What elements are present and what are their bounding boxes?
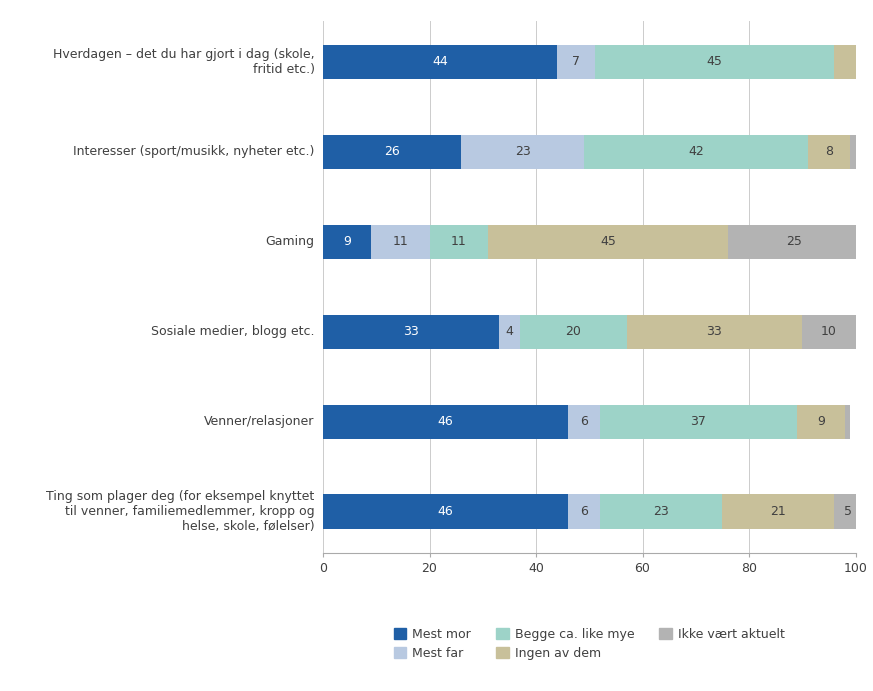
Bar: [488, 225, 728, 259]
Bar: [728, 225, 861, 259]
Bar: [835, 45, 873, 79]
Text: 42: 42: [688, 145, 704, 158]
Text: 25: 25: [787, 236, 802, 248]
Bar: [323, 404, 568, 439]
Bar: [371, 225, 430, 259]
Bar: [462, 135, 584, 169]
Text: 9: 9: [817, 415, 825, 428]
Text: 23: 23: [515, 145, 531, 158]
Bar: [850, 135, 856, 169]
Bar: [323, 225, 371, 259]
Bar: [557, 45, 595, 79]
Text: 9: 9: [343, 236, 351, 248]
Text: 33: 33: [403, 325, 419, 338]
Bar: [808, 135, 850, 169]
Bar: [568, 404, 600, 439]
Text: 7: 7: [572, 55, 580, 68]
Text: 33: 33: [706, 325, 722, 338]
Bar: [595, 45, 835, 79]
Legend: Mest mor, Mest far, Begge ca. like mye, Ingen av dem, Ikke vært aktuelt: Mest mor, Mest far, Begge ca. like mye, …: [388, 623, 790, 665]
Text: 20: 20: [566, 325, 581, 338]
Bar: [323, 495, 568, 529]
Bar: [323, 45, 557, 79]
Bar: [797, 404, 845, 439]
Text: 21: 21: [771, 505, 787, 518]
Bar: [323, 314, 498, 349]
Bar: [835, 495, 861, 529]
Bar: [600, 495, 723, 529]
Text: 37: 37: [691, 415, 706, 428]
Bar: [498, 314, 520, 349]
Bar: [627, 314, 802, 349]
Bar: [568, 495, 600, 529]
Bar: [802, 314, 856, 349]
Text: 11: 11: [392, 236, 408, 248]
Text: 6: 6: [580, 415, 588, 428]
Text: 45: 45: [706, 55, 722, 68]
Text: 4: 4: [505, 325, 513, 338]
Bar: [845, 404, 850, 439]
Bar: [600, 404, 797, 439]
Text: 46: 46: [437, 505, 453, 518]
Bar: [323, 135, 462, 169]
Bar: [584, 135, 808, 169]
Text: 23: 23: [653, 505, 669, 518]
Bar: [430, 225, 488, 259]
Text: 26: 26: [384, 145, 400, 158]
Bar: [520, 314, 627, 349]
Text: 8: 8: [825, 145, 833, 158]
Text: 46: 46: [437, 415, 453, 428]
Text: 11: 11: [451, 236, 467, 248]
Text: 45: 45: [600, 236, 615, 248]
Bar: [723, 495, 835, 529]
Text: 6: 6: [580, 505, 588, 518]
Text: 44: 44: [432, 55, 448, 68]
Text: 5: 5: [843, 505, 851, 518]
Text: 10: 10: [821, 325, 837, 338]
